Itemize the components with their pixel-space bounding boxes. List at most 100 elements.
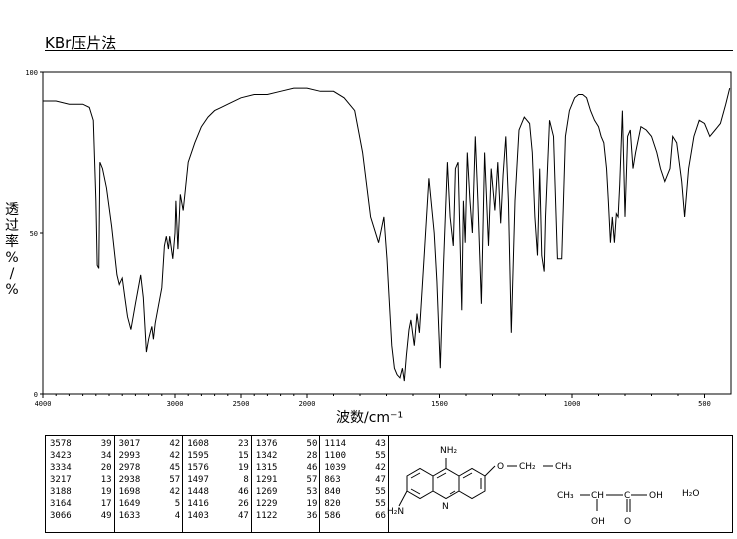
x-tick-label: 3000 [167, 400, 184, 408]
structure-panel: NH₂ O CH₂ CH₃ H₂N N CH₃ CH C OH OH O H₂O [387, 435, 733, 533]
peak-transmittance: 42 [169, 487, 181, 497]
peak-transmittance: 55 [375, 451, 386, 461]
y-axis-label-char: 率 [5, 234, 19, 250]
peak-row: 1416 26 [187, 498, 249, 510]
peak-transmittance: 8 [243, 475, 249, 485]
peak-table-column: 1608 23 1595 15 1576 19 1497 8 1448 46 1416 26… [183, 436, 252, 532]
y-tick-label: 0 [34, 391, 38, 399]
y-axis-label-char: / [9, 266, 15, 282]
peak-transmittance: 26 [237, 499, 249, 509]
peak-row: 3188 19 [50, 486, 112, 498]
peak-transmittance: 43 [375, 439, 386, 449]
peak-row: 3066 49 [50, 510, 112, 522]
peak-transmittance: 55 [375, 499, 386, 509]
peak-wavenumber: 1497 [187, 475, 209, 485]
peak-wavenumber: 1100 [324, 451, 347, 461]
y-axis-label-char: 透 [5, 202, 19, 218]
peak-transmittance: 5 [174, 499, 181, 509]
carbonyl-oxygen-label: O [624, 517, 631, 527]
peak-wavenumber: 1114 [324, 439, 347, 449]
ir-spectrum-chart: 4000 3000 2500 2000 1500 1000 500 0 50 100 [25, 69, 732, 408]
peak-transmittance: 19 [306, 499, 318, 509]
x-tick-label: 2500 [233, 400, 250, 408]
peak-table: 3578 39 3423 34 3334 20 3217 13 3188 19 3164 1… [45, 435, 389, 533]
methyl-label: CH₃ [557, 491, 574, 501]
x-tick-label: 2000 [299, 400, 316, 408]
lactic-acid-bonds [580, 494, 647, 512]
peak-wavenumber: 1122 [255, 511, 278, 521]
peak-transmittance: 47 [375, 475, 386, 485]
y-axis-label-char: % [5, 250, 19, 266]
peak-row: 820 55 [324, 498, 386, 510]
peak-transmittance: 45 [169, 463, 181, 473]
peak-wavenumber: 1448 [187, 487, 209, 497]
peak-row: 2993 42 [119, 450, 181, 462]
peak-row: 1229 19 [256, 498, 318, 510]
peak-transmittance: 13 [100, 475, 112, 485]
peak-transmittance: 15 [237, 451, 249, 461]
peak-transmittance: 50 [306, 439, 318, 449]
peak-table-column: 1376 50 1342 28 1315 46 1291 57 1269 53 1229 1… [252, 436, 321, 532]
peak-transmittance: 42 [169, 451, 181, 461]
peak-transmittance: 28 [306, 451, 318, 461]
peak-row: 1576 19 [187, 462, 249, 474]
oxygen-label: O [497, 462, 504, 472]
peak-wavenumber: 840 [324, 487, 341, 497]
peak-row: 1608 23 [187, 438, 249, 450]
peak-row: 1039 42 [324, 462, 386, 474]
peak-wavenumber: 1633 [118, 511, 141, 521]
peak-transmittance: 17 [100, 499, 112, 509]
peak-row: 586 66 [324, 510, 386, 522]
peak-transmittance: 39 [100, 439, 112, 449]
peak-wavenumber: 1376 [255, 439, 278, 449]
amino-group-label: H₂N [387, 507, 404, 517]
peak-transmittance: 46 [306, 463, 318, 473]
peak-wavenumber: 3066 [50, 511, 72, 521]
peak-wavenumber: 586 [324, 511, 341, 521]
methine-label: CH [591, 491, 604, 501]
peak-row: 1698 42 [119, 486, 181, 498]
peak-transmittance: 20 [100, 463, 112, 473]
y-tick-label: 100 [25, 69, 38, 77]
peak-row: 1291 57 [256, 474, 318, 486]
chart-ticks: 4000 3000 2500 2000 1500 1000 500 0 50 100 [25, 69, 710, 408]
peak-wavenumber: 2938 [118, 475, 141, 485]
peak-wavenumber: 3334 [50, 463, 72, 473]
peak-transmittance: 57 [169, 475, 181, 485]
peak-row: 1114 43 [324, 438, 386, 450]
peak-transmittance: 23 [237, 439, 249, 449]
peak-wavenumber: 3423 [50, 451, 72, 461]
peak-row: 1649 5 [119, 498, 181, 510]
page-title: KBr压片法 [45, 34, 117, 52]
peak-wavenumber: 1608 [187, 439, 209, 449]
peak-transmittance: 19 [237, 463, 249, 473]
methylene-label: CH₂ [519, 462, 536, 472]
peak-transmittance: 57 [306, 475, 318, 485]
peak-wavenumber: 1229 [255, 499, 278, 509]
peak-wavenumber: 1039 [324, 463, 347, 473]
peak-wavenumber: 3188 [50, 487, 72, 497]
peak-row: 1595 15 [187, 450, 249, 462]
peak-row: 2978 45 [119, 462, 181, 474]
peak-transmittance: 66 [375, 511, 386, 521]
x-tick-label: 1500 [431, 400, 448, 408]
peak-wavenumber: 1698 [118, 487, 141, 497]
x-tick-label: 4000 [35, 400, 52, 408]
peak-transmittance: 19 [100, 487, 112, 497]
peak-wavenumber: 1342 [255, 451, 278, 461]
peak-row: 1376 50 [256, 438, 318, 450]
carbonyl-carbon-label: C [624, 491, 630, 501]
peak-transmittance: 49 [100, 511, 112, 521]
peak-transmittance: 4 [174, 511, 181, 521]
ring-nitrogen-label: N [442, 502, 449, 512]
peak-table-column: 3578 39 3423 34 3334 20 3217 13 3188 19 3164 1… [46, 436, 115, 532]
peak-row: 1269 53 [256, 486, 318, 498]
peak-table-column: 3017 42 2993 42 2978 45 2938 57 1698 42 1649 5… [115, 436, 184, 532]
peak-row: 1497 8 [187, 474, 249, 486]
peak-wavenumber: 3578 [50, 439, 72, 449]
peak-transmittance: 36 [306, 511, 318, 521]
peak-row: 1100 55 [324, 450, 386, 462]
peak-row: 1633 4 [119, 510, 181, 522]
peak-wavenumber: 820 [324, 499, 341, 509]
peak-row: 3017 42 [119, 438, 181, 450]
